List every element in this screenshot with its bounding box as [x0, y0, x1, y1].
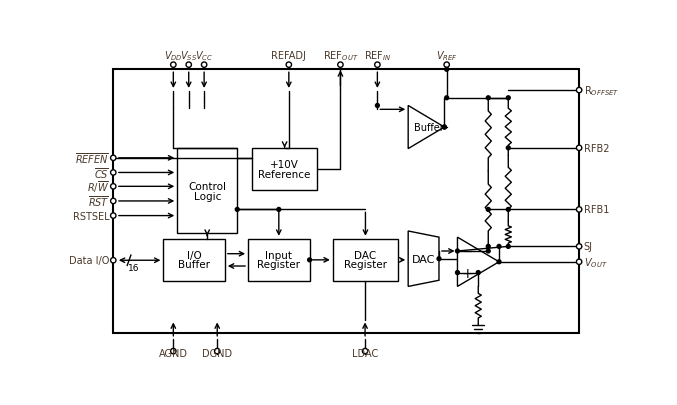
Circle shape [307, 258, 311, 262]
Text: LDAC: LDAC [352, 348, 378, 358]
Text: $V_{CC}$: $V_{CC}$ [195, 49, 213, 63]
Circle shape [186, 63, 192, 68]
Polygon shape [408, 106, 444, 149]
Text: +10V: +10V [270, 160, 299, 170]
Text: Input: Input [265, 251, 292, 260]
Text: Buffer: Buffer [178, 260, 210, 270]
Circle shape [486, 245, 490, 249]
Circle shape [445, 68, 449, 72]
Circle shape [443, 126, 446, 130]
Text: DAC: DAC [412, 254, 435, 264]
Circle shape [576, 88, 582, 94]
Text: REF$_{IN}$: REF$_{IN}$ [364, 49, 391, 63]
Circle shape [486, 97, 490, 100]
Circle shape [477, 271, 480, 275]
Bar [177, 149, 237, 233]
Circle shape [110, 171, 116, 176]
Text: R$_{OFFSET}$: R$_{OFFSET}$ [584, 84, 619, 98]
Circle shape [236, 208, 239, 212]
Circle shape [215, 349, 220, 354]
Text: $V_{DD}$: $V_{DD}$ [164, 49, 183, 63]
Text: $\overline{CS}$: $\overline{CS}$ [94, 166, 110, 180]
Circle shape [338, 63, 343, 68]
Text: REFADJ: REFADJ [271, 51, 306, 61]
Circle shape [444, 63, 450, 68]
Circle shape [374, 63, 380, 68]
Text: I/O: I/O [187, 251, 202, 260]
Circle shape [110, 156, 116, 161]
Circle shape [171, 63, 176, 68]
Circle shape [506, 245, 510, 249]
Text: −: − [462, 246, 473, 259]
Circle shape [576, 207, 582, 213]
Circle shape [497, 245, 501, 249]
Bar [332, 239, 398, 281]
Text: RFB1: RFB1 [584, 205, 609, 215]
Text: +: + [462, 266, 473, 280]
Circle shape [286, 63, 292, 68]
Circle shape [171, 349, 176, 354]
Text: Control: Control [188, 182, 226, 192]
Text: $R/\overline{W}$: $R/\overline{W}$ [87, 179, 110, 194]
Circle shape [443, 126, 446, 130]
Bar [248, 239, 309, 281]
Bar [252, 149, 318, 191]
Circle shape [202, 63, 206, 68]
Polygon shape [408, 231, 439, 287]
Text: DGND: DGND [202, 348, 232, 358]
Circle shape [576, 146, 582, 151]
Circle shape [486, 208, 490, 212]
Bar [163, 239, 225, 281]
Circle shape [576, 244, 582, 249]
Circle shape [456, 271, 460, 275]
Circle shape [362, 349, 368, 354]
Circle shape [486, 249, 490, 253]
Polygon shape [458, 238, 499, 287]
Text: $V_{OUT}$: $V_{OUT}$ [584, 255, 607, 269]
Bar [113, 70, 579, 333]
Text: Buffer: Buffer [414, 123, 443, 133]
Circle shape [456, 249, 460, 253]
Circle shape [110, 184, 116, 190]
Circle shape [110, 213, 116, 219]
Circle shape [376, 104, 379, 108]
Text: 16: 16 [127, 264, 139, 273]
Text: RFB2: RFB2 [584, 143, 609, 153]
Circle shape [506, 208, 510, 212]
Text: Logic: Logic [194, 191, 221, 201]
Text: RSTSEL: RSTSEL [73, 211, 110, 221]
Circle shape [497, 260, 501, 264]
Text: REF$_{OUT}$: REF$_{OUT}$ [323, 49, 358, 63]
Text: AGND: AGND [159, 348, 188, 358]
Circle shape [110, 199, 116, 204]
Text: Data I/O: Data I/O [69, 256, 110, 266]
Text: DAC: DAC [354, 251, 376, 260]
Text: $V_{REF}$: $V_{REF}$ [436, 49, 458, 63]
Text: Register: Register [344, 260, 387, 270]
Circle shape [576, 260, 582, 265]
Circle shape [506, 147, 510, 150]
Text: $V_{SS}$: $V_{SS}$ [180, 49, 197, 63]
Text: $\overline{RST}$: $\overline{RST}$ [88, 194, 110, 209]
Text: Reference: Reference [259, 170, 311, 180]
Text: $\overline{REFEN}$: $\overline{REFEN}$ [75, 151, 110, 166]
Circle shape [506, 97, 510, 100]
Circle shape [277, 208, 281, 212]
Circle shape [437, 257, 441, 261]
Circle shape [110, 258, 116, 263]
Text: SJ: SJ [584, 242, 593, 252]
Circle shape [445, 97, 449, 100]
Text: Register: Register [257, 260, 301, 270]
